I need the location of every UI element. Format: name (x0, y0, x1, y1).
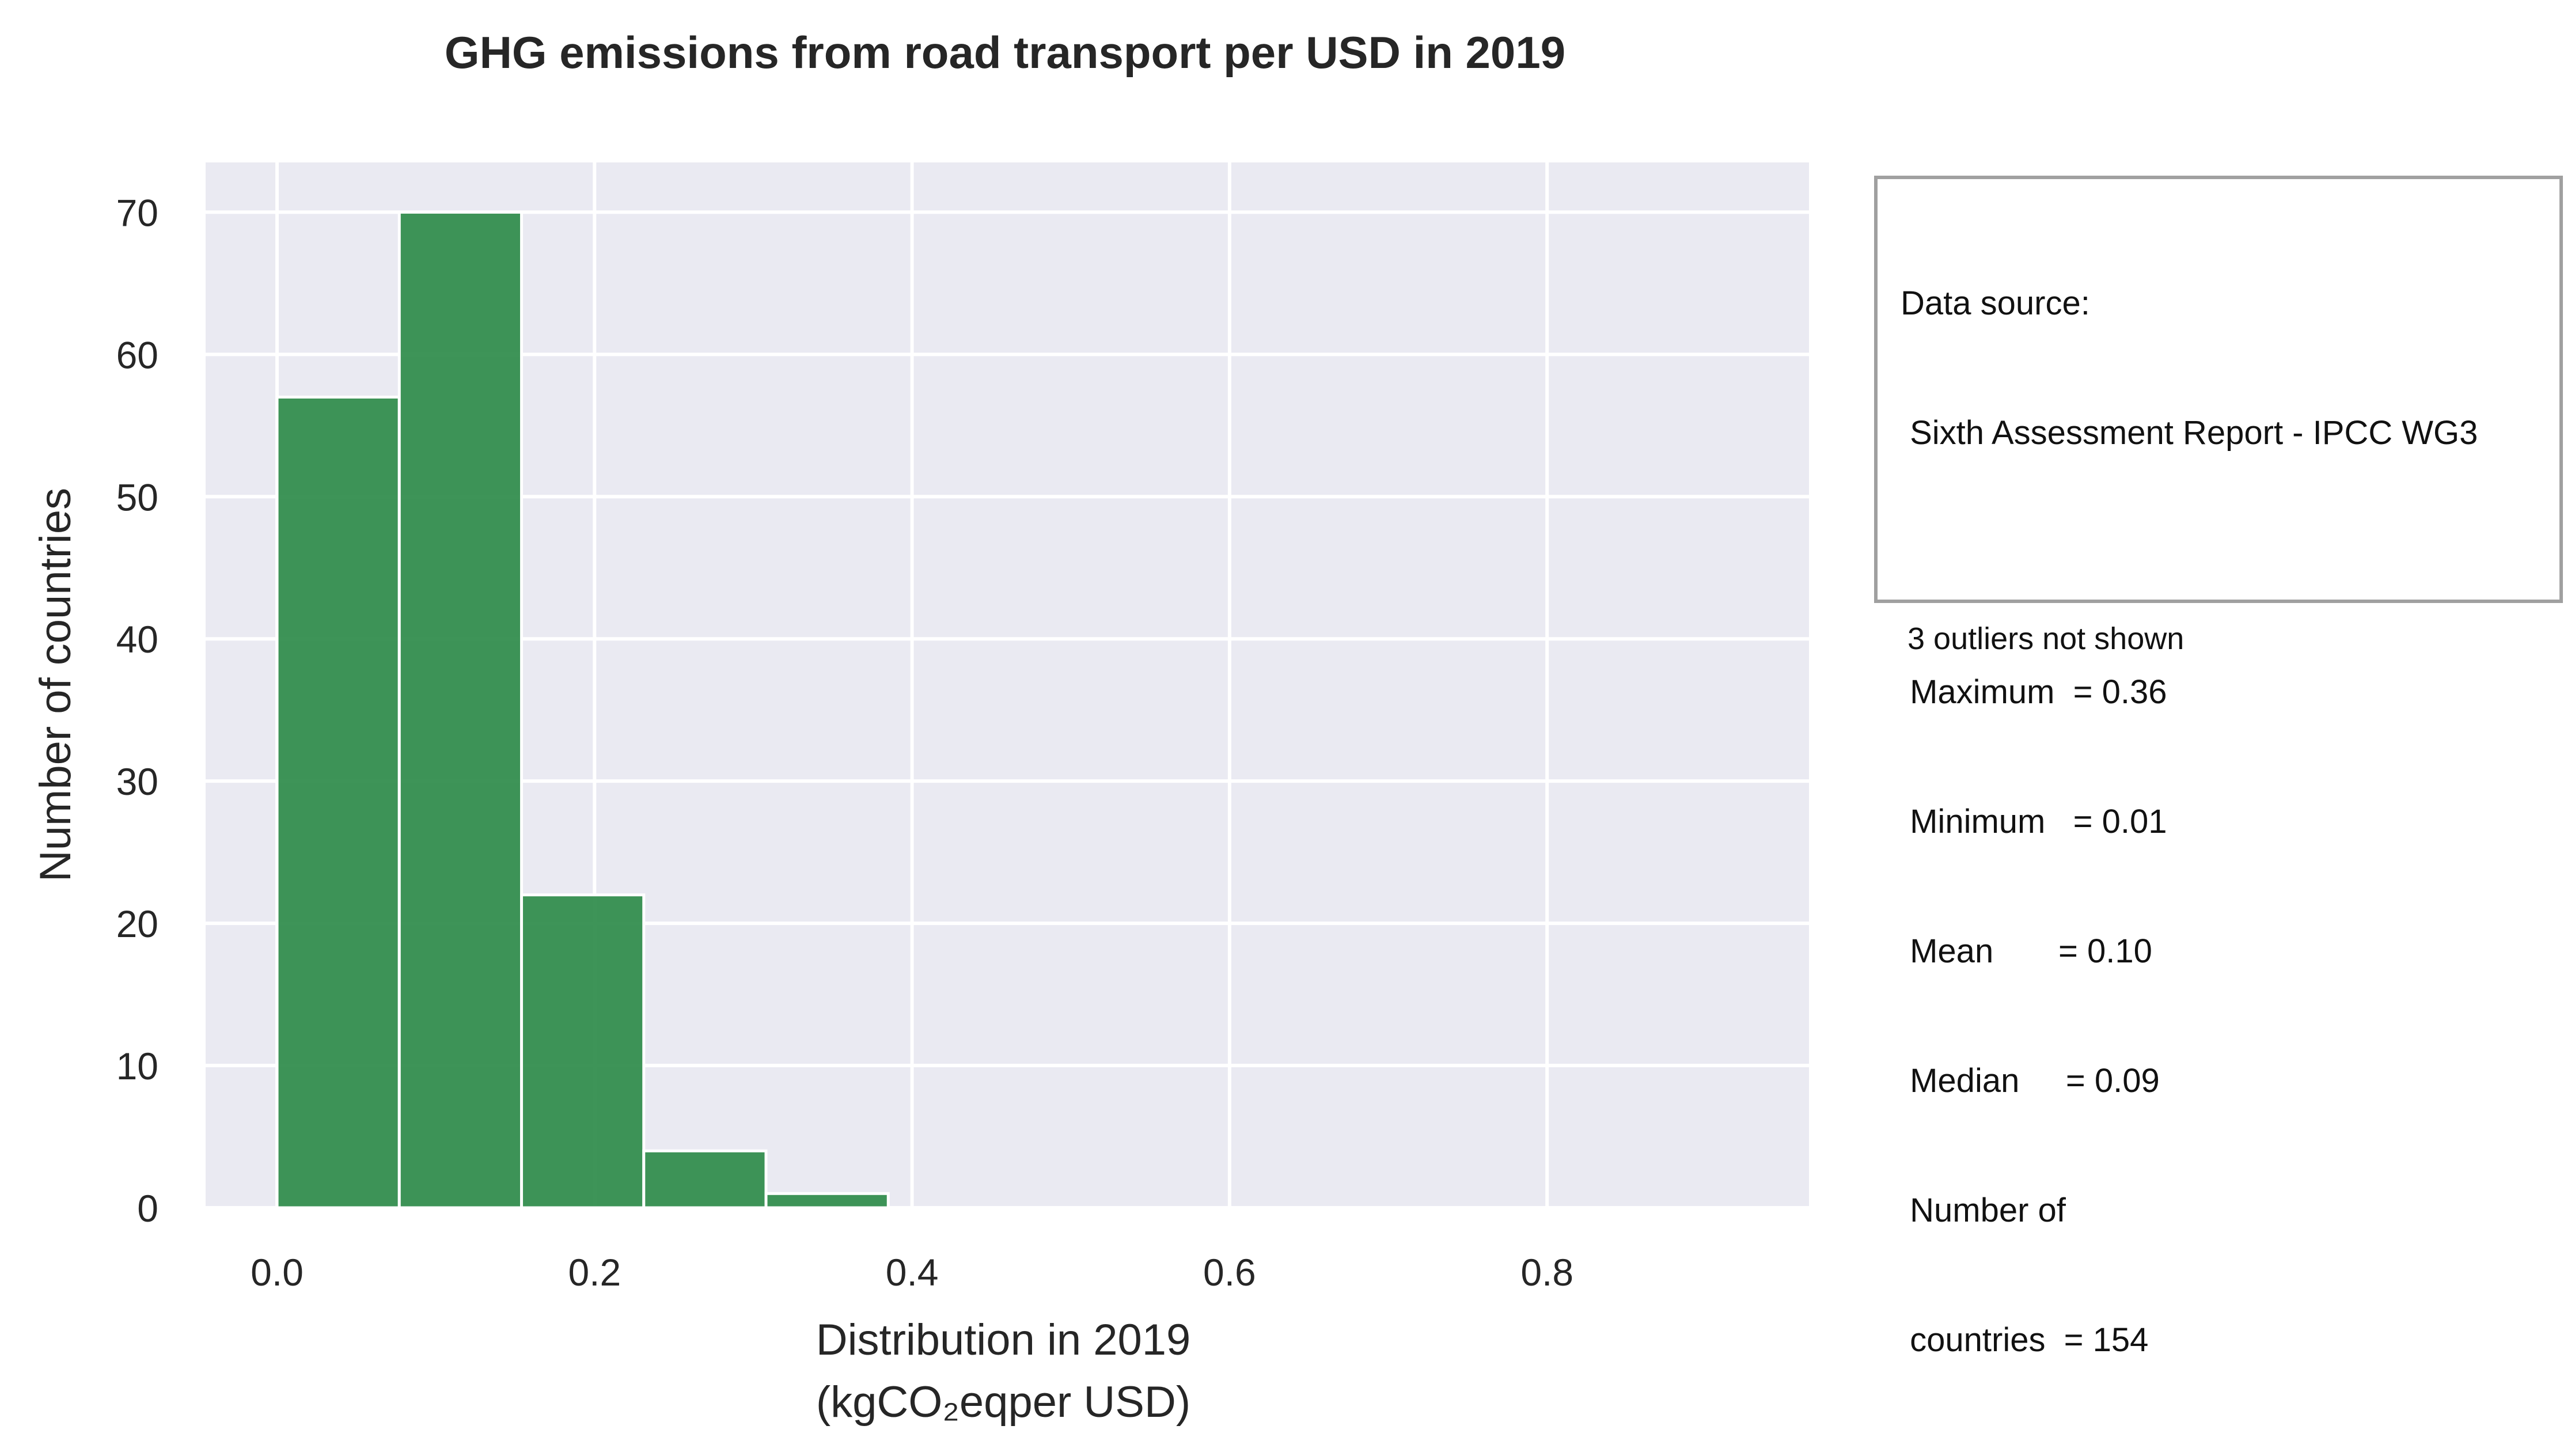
x-tick-label: 0.6 (1203, 1251, 1256, 1294)
histogram-bar (642, 1149, 768, 1209)
histogram-bar (275, 395, 401, 1209)
y-tick-label: 40 (116, 618, 158, 661)
info-line: Sixth Assessment Report - IPCC WG3 (1901, 414, 2478, 452)
info-box: Data source: Sixth Assessment Report - I… (1874, 176, 2563, 1359)
info-line: Median = 0.09 (1901, 1062, 2160, 1099)
y-tick-labels: 0 10 20 30 40 50 60 70 (116, 191, 158, 1230)
histogram-bar (764, 1192, 890, 1209)
info-line (1901, 541, 2478, 584)
y-tick-label: 70 (116, 191, 158, 234)
y-tick-label: 60 (116, 333, 158, 376)
y-axis-label: Number of countries (31, 488, 80, 882)
x-tick-labels: 0.0 0.2 0.4 0.6 0.8 (251, 1251, 1573, 1294)
info-text: Data source: Sixth Assessment Report - I… (1901, 195, 2478, 1448)
histogram-bar (397, 210, 524, 1209)
x-tick-label: 0.2 (568, 1251, 621, 1294)
x-tick-label: 0.8 (1520, 1251, 1573, 1294)
x-tick-label: 0.0 (251, 1251, 304, 1294)
x-axis-label-line2: (kgCO₂eqper USD) (816, 1378, 1190, 1427)
y-tick-label: 50 (116, 476, 158, 518)
info-line: Maximum = 0.36 (1901, 673, 2167, 711)
info-line: Minimum = 0.01 (1901, 803, 2167, 840)
y-tick-label: 20 (116, 903, 158, 945)
info-line: countries = 154 (1901, 1321, 2149, 1359)
y-tick-label: 30 (116, 760, 158, 803)
x-axis-label-line1: Distribution in 2019 (816, 1315, 1191, 1364)
info-line: Data source: (1901, 285, 2090, 322)
chart-title: GHG emissions from road transport per US… (445, 27, 1565, 78)
info-line: Mean = 0.10 (1901, 932, 2152, 970)
x-tick-label: 0.4 (886, 1251, 939, 1294)
outliers-note: 3 outliers not shown (1907, 621, 2185, 656)
histogram-bar (520, 893, 646, 1209)
info-line: Number of (1901, 1192, 2066, 1229)
histogram-bars (275, 210, 890, 1209)
y-tick-label: 0 (137, 1187, 158, 1230)
y-tick-label: 10 (116, 1045, 158, 1087)
